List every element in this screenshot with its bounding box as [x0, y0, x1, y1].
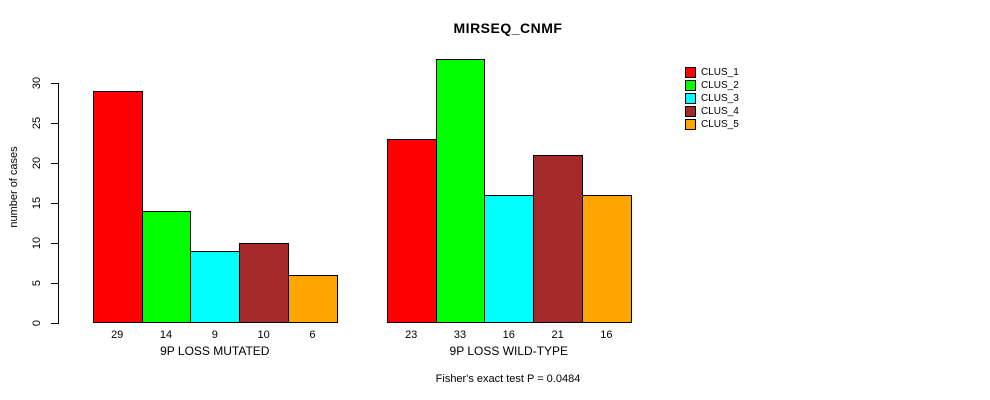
y-axis-tick: [51, 202, 58, 204]
x-axis-group-label: 9P LOSS MUTATED: [160, 344, 270, 358]
legend: CLUS_1 CLUS_2 CLUS_3 CLUS_4 CLUS_5: [685, 66, 739, 131]
bar-clus_2-group1: [141, 211, 192, 323]
bar-clus_4-group1: [239, 243, 289, 323]
legend-label: CLUS_2: [701, 80, 739, 91]
y-axis-label: number of cases: [8, 146, 20, 228]
y-axis-tick-label: 15: [31, 196, 43, 210]
y-axis-tick: [51, 82, 58, 84]
legend-label: CLUS_3: [701, 93, 739, 104]
bar-clus_1-group1: [92, 91, 143, 323]
legend-item: CLUS_1: [685, 66, 739, 79]
y-axis-tick-label: 25: [31, 116, 43, 130]
bar-clus_3-group2: [484, 195, 535, 323]
bar-value-label: 16: [600, 329, 613, 341]
y-axis-tick: [51, 282, 58, 284]
bar-clus_1-group2: [386, 139, 437, 323]
bar-value-label: 21: [551, 329, 564, 341]
legend-item: CLUS_2: [685, 79, 739, 92]
y-axis-tick: [51, 162, 58, 164]
y-axis-tick-label: 0: [31, 319, 43, 327]
bar-value-label: 29: [111, 329, 124, 341]
bar-clus_3-group1: [190, 251, 241, 323]
legend-label: CLUS_1: [701, 67, 739, 78]
y-axis-tick-label: 30: [31, 76, 43, 90]
bar-clus_5-group2: [582, 195, 632, 323]
bar-value-label: 23: [405, 329, 418, 341]
legend-color-swatch: [685, 106, 696, 117]
legend-color-swatch: [685, 93, 696, 104]
y-axis-tick: [51, 322, 58, 324]
bar-value-label: 9: [211, 329, 218, 341]
legend-color-swatch: [685, 119, 696, 130]
y-axis-tick-label: 10: [31, 236, 43, 250]
bar-value-label: 16: [502, 329, 515, 341]
bar-clus_4-group2: [533, 155, 583, 323]
y-axis-line: [58, 83, 59, 324]
y-axis-tick: [51, 122, 58, 124]
legend-color-swatch: [685, 80, 696, 91]
bar-value-label: 33: [453, 329, 467, 341]
legend-label: CLUS_5: [701, 119, 739, 130]
bar-clus_2-group2: [435, 59, 486, 323]
chart-title: MIRSEQ_CNMF: [453, 20, 563, 36]
legend-item: CLUS_3: [685, 92, 739, 105]
bar-value-label: 14: [159, 329, 173, 341]
legend-item: CLUS_4: [685, 105, 739, 118]
bar-value-label: 10: [257, 329, 270, 341]
bar-value-label: 6: [309, 329, 316, 341]
legend-item: CLUS_5: [685, 118, 739, 131]
fisher-test-annotation: Fisher's exact test P = 0.0484: [435, 373, 581, 385]
x-axis-group-label: 9P LOSS WILD-TYPE: [449, 344, 569, 358]
bar-clus_5-group1: [288, 275, 338, 323]
y-axis-tick-label: 20: [31, 156, 43, 170]
legend-color-swatch: [685, 67, 696, 78]
y-axis-tick-label: 5: [31, 279, 43, 287]
legend-label: CLUS_4: [701, 106, 739, 117]
y-axis-tick: [51, 242, 58, 244]
